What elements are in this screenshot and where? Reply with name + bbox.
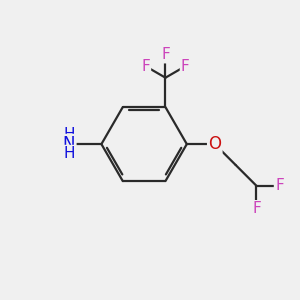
Text: O: O [208,135,221,153]
Text: F: F [181,59,190,74]
Text: F: F [141,59,150,74]
Text: F: F [161,47,170,62]
Text: F: F [275,178,284,193]
Text: H: H [63,146,75,161]
Text: F: F [252,201,261,216]
Text: H: H [63,127,75,142]
Text: N: N [63,135,75,153]
